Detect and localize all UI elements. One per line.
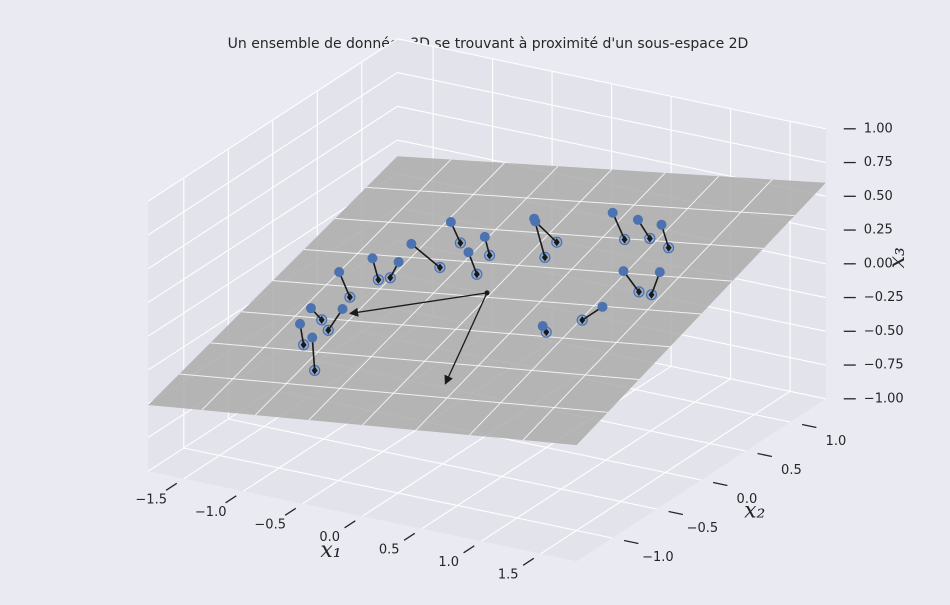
- plane-grid: [522, 179, 773, 441]
- projection-marker: [325, 326, 332, 335]
- data-point: [463, 247, 474, 258]
- projection-line: [410, 243, 441, 269]
- grid-line: [228, 418, 657, 510]
- projection-marker: [375, 275, 382, 284]
- data-point: [295, 318, 306, 329]
- z-tick-label: 0.25: [864, 223, 893, 238]
- tick-mark: [757, 452, 773, 458]
- tick-mark: [522, 557, 535, 566]
- tick-mark: [225, 495, 237, 504]
- projection-marker: [318, 315, 325, 324]
- projection-marker: [665, 243, 672, 252]
- x-tick-label: 1.0: [438, 555, 459, 570]
- tick-mark: [801, 423, 817, 429]
- data-point: [393, 257, 404, 268]
- grid-line: [397, 38, 826, 130]
- data-point: [337, 303, 348, 314]
- x-tick-label: 1.5: [498, 568, 519, 583]
- projection-marker: [457, 238, 464, 247]
- component-arrow: [444, 292, 488, 385]
- z-tick-label: −0.25: [864, 290, 904, 305]
- grid-line: [147, 105, 398, 270]
- data-point: [305, 303, 316, 314]
- data-point: [632, 214, 643, 225]
- projection-marker: [541, 253, 548, 262]
- projection-marker: [553, 238, 560, 247]
- z-axis-label: x₃: [885, 247, 910, 268]
- tick-mark: [403, 532, 416, 541]
- y-tick-label: 0.0: [737, 492, 758, 507]
- data-point: [654, 267, 665, 278]
- x-tick-label: −0.5: [254, 518, 286, 533]
- y-tick-label: −1.0: [642, 550, 674, 565]
- data-point: [479, 231, 490, 242]
- x-tick-label: −1.5: [135, 493, 167, 508]
- data-point: [656, 219, 667, 230]
- plane-grid: [469, 175, 720, 436]
- projection-marker: [436, 263, 443, 272]
- data-point: [307, 332, 318, 343]
- tick-mark: [712, 481, 728, 487]
- grid-line: [147, 139, 398, 303]
- z-tick-label: −0.75: [864, 358, 904, 373]
- component-arrow: [349, 292, 488, 317]
- tick-mark: [463, 545, 475, 554]
- projection-marker: [486, 251, 493, 260]
- data-point: [367, 253, 378, 264]
- data-point: [530, 216, 541, 227]
- data-point: [406, 238, 417, 249]
- z-tick-label: −0.50: [864, 324, 904, 339]
- projection-marker: [346, 293, 353, 302]
- data-point: [334, 266, 345, 277]
- z-tick-label: −1.00: [864, 391, 904, 406]
- projection-marker: [646, 234, 653, 243]
- z-tick-label: 0.00: [864, 256, 893, 271]
- x-tick-label: 0.0: [319, 530, 340, 545]
- tick-mark: [668, 510, 684, 516]
- data-point: [445, 217, 456, 228]
- data-point: [607, 207, 618, 218]
- projection-marker: [579, 316, 586, 325]
- y-tick-label: −0.5: [687, 521, 719, 536]
- projection-marker: [473, 270, 480, 279]
- plane-grid: [366, 186, 795, 217]
- tick-mark: [623, 539, 639, 545]
- grid-line: [397, 72, 826, 164]
- chart-title: Un ensemble de données 3D se trouvant à …: [228, 36, 749, 52]
- x-tick-label: 0.5: [379, 543, 400, 558]
- x-axis-label: x₁: [320, 538, 341, 563]
- projection-marker: [387, 273, 394, 282]
- projection-marker: [311, 366, 318, 375]
- y-axis-label: x₂: [744, 498, 765, 523]
- tick-mark: [284, 507, 297, 516]
- tick-mark: [344, 520, 356, 529]
- projection-marker: [300, 340, 307, 349]
- tick-mark: [165, 482, 178, 491]
- y-tick-label: 0.5: [781, 463, 802, 478]
- projection-marker: [621, 235, 628, 244]
- data-point: [597, 301, 608, 312]
- z-tick-label: 0.75: [864, 155, 893, 170]
- x-tick-label: −1.0: [195, 505, 227, 520]
- projection-marker: [635, 287, 642, 296]
- grid-line: [183, 447, 613, 539]
- projection-marker: [648, 290, 655, 299]
- plane-grid: [415, 172, 666, 431]
- data-point: [618, 266, 629, 277]
- plane-grid: [272, 280, 702, 315]
- z-tick-label: 1.00: [864, 121, 893, 136]
- grid-line: [147, 38, 398, 202]
- data-point: [537, 321, 548, 332]
- z-tick-label: 0.50: [864, 189, 893, 204]
- projection-line: [311, 337, 316, 371]
- y-tick-label: 1.0: [826, 434, 847, 449]
- plane-grid: [335, 217, 764, 249]
- grid-line: [147, 72, 398, 236]
